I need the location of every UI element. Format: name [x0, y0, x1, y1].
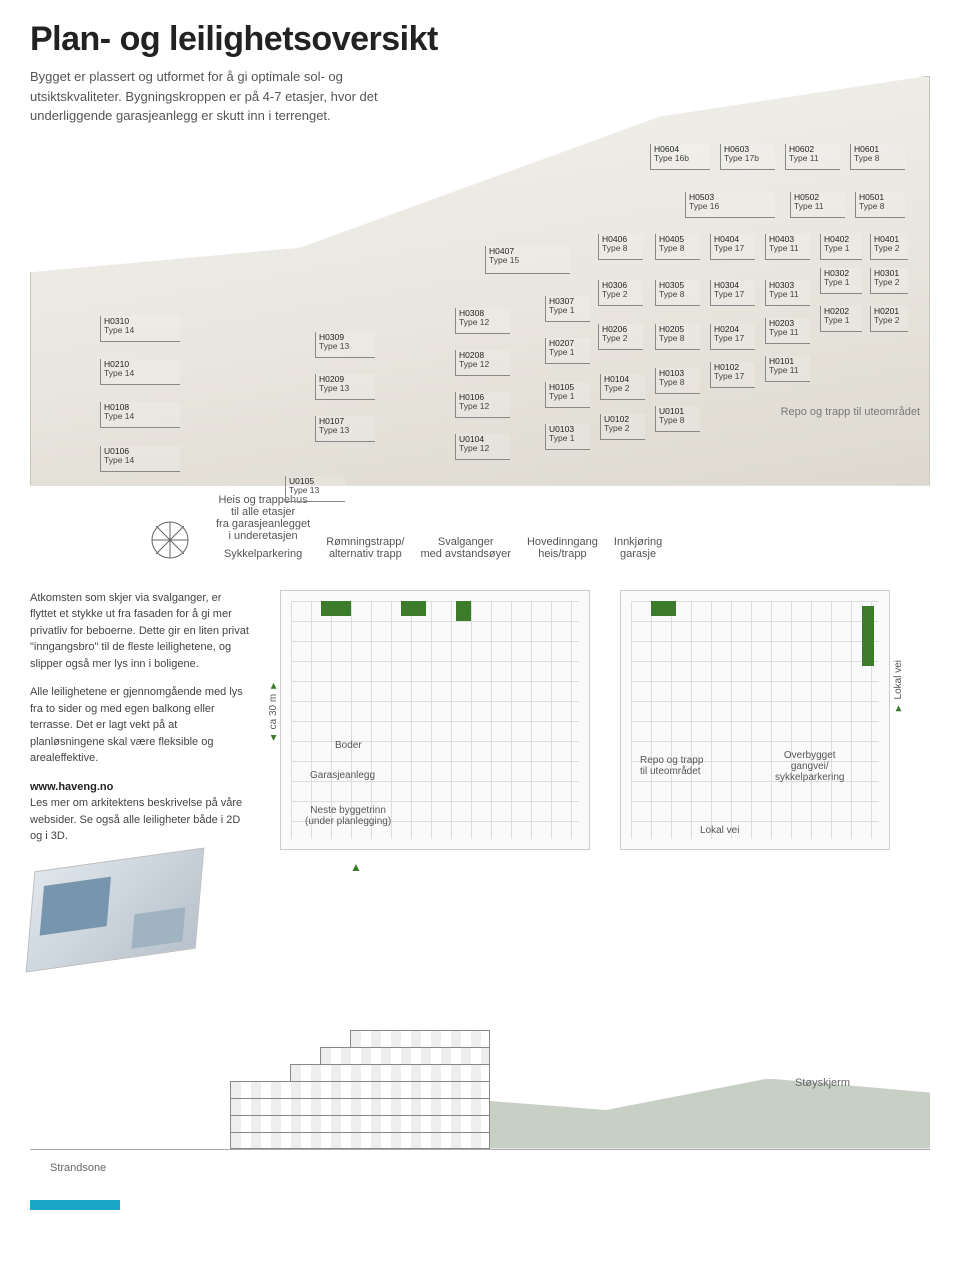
unit-U0105: U0105Type 13: [285, 476, 345, 502]
unit-H0207: H0207Type 1: [545, 338, 590, 364]
unit-H0105: H0105Type 1: [545, 382, 590, 408]
unit-H0101: H0101Type 11: [765, 356, 810, 382]
unit-H0401: H0401Type 2: [870, 234, 908, 260]
unit-H0603: H0603Type 17b: [720, 144, 775, 170]
unit-H0309: H0309Type 13: [315, 332, 375, 358]
unit-H0107: H0107Type 13: [315, 416, 375, 442]
unit-H0407: H0407Type 15: [485, 246, 570, 274]
unit-H0404: H0404Type 17: [710, 234, 755, 260]
unit-H0602: H0602Type 11: [785, 144, 840, 170]
compass-icon: [150, 520, 190, 560]
unit-H0208: H0208Type 12: [455, 350, 510, 376]
unit-H0402: H0402Type 1: [820, 234, 862, 260]
unit-H0204: H0204Type 17: [710, 324, 755, 350]
body-p1: Atkomsten som skjer via svalganger, er f…: [30, 590, 250, 673]
unit-H0501: H0501Type 8: [855, 192, 905, 218]
unit-U0106: U0106Type 14: [100, 446, 180, 472]
unit-H0202: H0202Type 1: [820, 306, 862, 332]
unit-H0307: H0307Type 1: [545, 296, 590, 322]
unit-H0205: H0205Type 8: [655, 324, 700, 350]
unit-U0102: U0102Type 2: [600, 414, 645, 440]
unit-H0604: H0604Type 16b: [650, 144, 710, 170]
unit-H0106: H0106Type 12: [455, 392, 510, 418]
building-3d-diagram: H0604Type 16b H0603Type 17b H0602Type 11 H0…: [30, 76, 930, 486]
unit-H0108: H0108Type 14: [100, 402, 180, 428]
unit-U0103: U0103Type 1: [545, 424, 590, 450]
footer-accent: [30, 1200, 930, 1210]
unit-H0203: H0203Type 11: [765, 318, 810, 344]
annot-romning: Rømningstrapp/ alternativ trapp: [326, 536, 404, 560]
unit-H0405: H0405Type 8: [655, 234, 700, 260]
unit-H0310: H0310Type 14: [100, 316, 180, 342]
unit-H0102: H0102Type 17: [710, 362, 755, 388]
unit-H0502: H0502Type 11: [790, 192, 845, 218]
label-lokalvei-side: ▼ Lokal vei: [893, 660, 904, 713]
unit-H0406: H0406Type 8: [598, 234, 643, 260]
unit-H0201: H0201Type 2: [870, 306, 908, 332]
page-title: Plan- og leilighetsoversikt: [30, 20, 930, 59]
unit-H0301: H0301Type 2: [870, 268, 908, 294]
unit-H0103: H0103Type 8: [655, 368, 700, 394]
annot-innkjoring: Innkjøring garasje: [614, 536, 662, 560]
label-stoyskjerm: Støyskjerm: [795, 1077, 850, 1089]
render-annotation-row: Heis og trappehus til alle etasjer fra g…: [30, 494, 930, 560]
unit-H0308: H0308Type 12: [455, 308, 510, 334]
label-lokalvei: Lokal vei: [700, 825, 739, 836]
unit-H0306: H0306Type 2: [598, 280, 643, 306]
label-overbygget: Overbygget gangvei/ sykkelparkering: [775, 750, 844, 783]
unit-H0104: H0104Type 2: [600, 374, 645, 400]
unit-H0302: H0302Type 1: [820, 268, 862, 294]
cross-section-diagram: Støyskjerm Strandsone: [30, 990, 930, 1150]
unit-H0305: H0305Type 8: [655, 280, 700, 306]
unit-H0503: H0503Type 16: [685, 192, 775, 218]
unit-H0304: H0304Type 17: [710, 280, 755, 306]
unit-U0101: U0101Type 8: [655, 406, 700, 432]
annot-heis: Heis og trappehus til alle etasjer fra g…: [216, 494, 310, 560]
unit-H0210: H0210Type 14: [100, 359, 180, 385]
body-p3: Les mer om arkitektens beskrivelse på vå…: [30, 797, 242, 842]
label-ca30: ▲ ca 30 m ▼: [268, 680, 279, 743]
annot-hoved: Hovedinngang heis/trapp: [527, 536, 598, 560]
unit-H0601: H0601Type 8: [850, 144, 905, 170]
repo-trapp-note: Repo og trapp til uteområdet: [781, 406, 920, 418]
label-repo: Repo og trapp til uteområdet: [640, 755, 703, 777]
label-garasje: Garasjeanlegg: [310, 770, 375, 781]
label-boder: Boder: [335, 740, 362, 751]
unit-H0209: H0209Type 13: [315, 374, 375, 400]
body-text-column: Atkomsten som skjer via svalganger, er f…: [30, 590, 250, 960]
unit-U0104: U0104Type 12: [455, 434, 510, 460]
website-link[interactable]: www.haveng.no: [30, 781, 113, 793]
unit-H0303: H0303Type 11: [765, 280, 810, 306]
body-p2: Alle leilighetene er gjennomgående med l…: [30, 684, 250, 767]
unit-H0403: H0403Type 11: [765, 234, 810, 260]
label-neste: Neste byggetrinn (under planlegging): [305, 805, 391, 827]
unit-H0206: H0206Type 2: [598, 324, 643, 350]
label-strandsone: Strandsone: [50, 1162, 106, 1174]
apartment-3d-thumbnail: [26, 847, 205, 972]
floorplan-b: [620, 590, 890, 850]
annot-svalgang: Svalganger med avstandsøyer: [420, 536, 510, 560]
